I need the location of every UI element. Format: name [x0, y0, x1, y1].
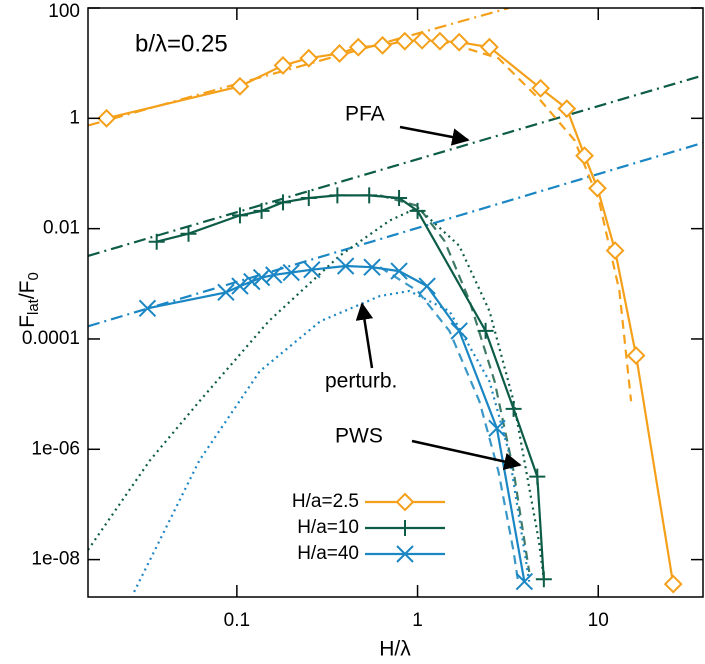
model-curve	[133, 289, 531, 593]
data-point	[531, 78, 551, 98]
data-point	[138, 299, 157, 317]
annotation: PWS	[335, 425, 383, 448]
y-tick-label: 1e-08	[31, 549, 80, 570]
data-point	[363, 258, 381, 276]
model-curve	[88, 74, 703, 257]
legend-label: H/a=40	[297, 543, 359, 564]
data-point	[529, 468, 546, 485]
data-point	[348, 37, 368, 57]
plot-frame	[87, 7, 704, 598]
model-curve	[88, 141, 703, 328]
annotation: perturb.	[325, 370, 397, 393]
y-tick-label: 1e-06	[31, 438, 80, 459]
data-point	[395, 31, 415, 51]
data-point	[588, 178, 607, 198]
data-point	[449, 32, 469, 52]
data-point	[361, 187, 378, 204]
data-point	[299, 48, 319, 68]
y-tick-label: 0.0001	[22, 328, 80, 349]
y-tick-label: 1	[69, 107, 80, 128]
data-point	[418, 277, 436, 295]
x-tick-label: 0.1	[224, 610, 250, 631]
legend-label: H/a=10	[297, 517, 359, 538]
pfa-arrow	[399, 125, 470, 146]
data-point	[282, 263, 300, 282]
annotation: PFA	[345, 103, 385, 126]
data-point	[575, 146, 594, 166]
data-point	[605, 241, 625, 261]
data-point	[535, 571, 552, 588]
model-curve	[379, 266, 520, 582]
data-point	[409, 202, 426, 219]
data-point	[488, 419, 506, 438]
data-point	[274, 194, 291, 211]
y-label-part: F	[16, 315, 39, 328]
data-point	[557, 99, 577, 119]
data-point	[253, 202, 270, 219]
x-tick-label: 10	[588, 610, 609, 631]
y-tick-label: 0.01	[43, 218, 80, 239]
data-point	[450, 322, 468, 340]
data-point	[430, 31, 450, 51]
data-point	[390, 262, 408, 280]
y-label-sub: lat	[25, 298, 42, 315]
data-point	[243, 272, 261, 291]
data-point	[626, 346, 646, 365]
data-point	[515, 572, 534, 591]
data-point	[273, 56, 293, 75]
data-point	[480, 37, 499, 57]
legend-marker	[397, 520, 413, 536]
data-point	[330, 44, 349, 63]
data-point	[265, 266, 283, 284]
data-point	[230, 76, 250, 96]
data-point	[391, 189, 408, 206]
data-point	[303, 261, 321, 279]
data-point	[336, 257, 355, 275]
data-point	[663, 574, 683, 594]
data-point	[231, 207, 248, 224]
plot-area	[88, 8, 703, 594]
pws-arrow	[411, 439, 522, 471]
data-point	[217, 283, 235, 302]
data-point	[97, 108, 116, 128]
data-point	[505, 400, 522, 417]
y-tick-label: 100	[48, 1, 80, 22]
legend-marker	[396, 545, 414, 563]
y-axis-label: Flat/F0	[16, 272, 42, 328]
data-point	[148, 233, 165, 250]
legend-marker	[395, 492, 415, 512]
data-point	[231, 277, 249, 295]
data-point	[180, 225, 197, 242]
data-point	[329, 187, 346, 204]
x-tick-label: 1	[412, 610, 423, 631]
y-label-sub: 0	[25, 272, 42, 280]
data-point	[300, 189, 317, 206]
model-curve	[439, 39, 633, 402]
perturb-arrow	[355, 302, 374, 369]
data-point	[477, 322, 494, 339]
data-point	[373, 35, 392, 55]
y-label-part: /F	[16, 281, 39, 300]
legend-label: H/a=2.5	[292, 491, 359, 512]
annotation: b/λ=0.25	[135, 30, 228, 57]
data-point	[412, 30, 432, 50]
x-axis-label: H/λ	[379, 638, 411, 661]
